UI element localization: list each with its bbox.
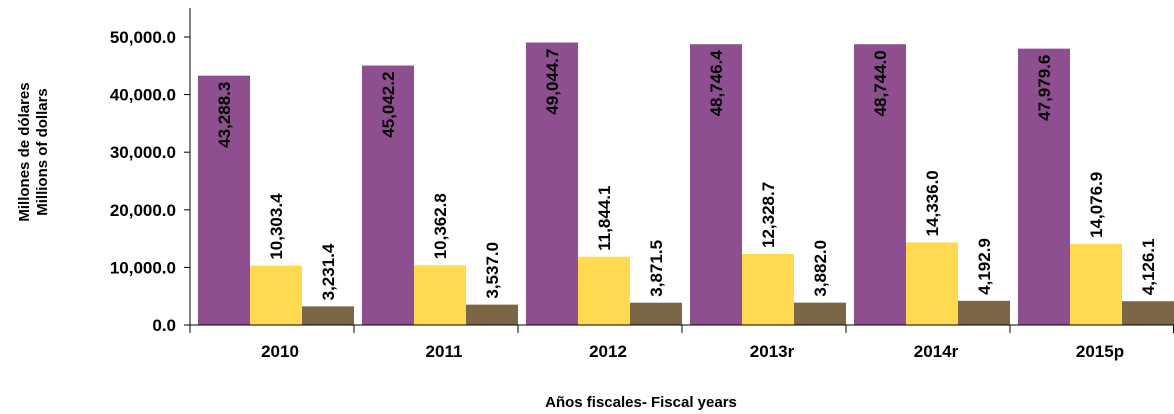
y-tick-label: 0.0 xyxy=(152,316,176,335)
value-label-2012-series-1: 49,044.7 xyxy=(543,49,562,115)
value-label-2015p-series-3: 4,126.1 xyxy=(1139,238,1158,295)
bar-2013r-series-1 xyxy=(690,44,742,326)
y-axis-ticks: 0.0 10,000.0 20,000.0 30,000.0 40,000.0 50,00… xyxy=(110,28,176,335)
bar-2013r-series-2 xyxy=(742,253,794,325)
y-axis-title: Millones de dólares Millions of dollars xyxy=(16,82,51,221)
bar-2010-series-1 xyxy=(198,75,250,325)
bar-2010-series-3 xyxy=(302,306,354,325)
bar-2011-series-2 xyxy=(414,265,466,325)
value-label-2014r-series-1: 48,744.0 xyxy=(871,50,890,116)
y-tick-label: 40,000.0 xyxy=(110,86,176,105)
value-label-2010-series-1: 43,288.3 xyxy=(215,82,234,148)
value-label-2011-series-1: 45,042.2 xyxy=(379,72,398,138)
y-axis-title-line-1: Millones de dólares xyxy=(16,82,33,221)
value-label-2010-series-2: 10,303.4 xyxy=(267,193,286,260)
y-tick-label: 30,000.0 xyxy=(110,143,176,162)
value-label-2013r-series-3: 3,882.0 xyxy=(811,240,830,297)
value-label-2014r-series-3: 4,192.9 xyxy=(975,238,994,295)
category-label: 2010 xyxy=(261,342,299,361)
value-label-2010-series-3: 3,231.4 xyxy=(319,243,338,300)
category-label: 2012 xyxy=(589,342,627,361)
value-label-2011-series-3: 3,537.0 xyxy=(483,242,502,299)
value-label-2014r-series-2: 14,336.0 xyxy=(923,170,942,236)
value-label-2013r-series-1: 48,746.4 xyxy=(707,50,726,117)
y-tick-label: 20,000.0 xyxy=(110,201,176,220)
value-label-2015p-series-1: 47,979.6 xyxy=(1035,55,1054,121)
category-label: 2014r xyxy=(914,342,959,361)
value-label-2011-series-2: 10,362.8 xyxy=(431,193,450,259)
bar-2012-series-2 xyxy=(578,256,630,325)
bar-2012-series-1 xyxy=(526,42,578,325)
value-label-2012-series-3: 3,871.5 xyxy=(647,240,666,297)
x-axis-title: Años fiscales- Fiscal years xyxy=(545,394,737,411)
bars xyxy=(198,42,1174,326)
bar-2015p-series-2 xyxy=(1070,243,1122,325)
category-label: 2013r xyxy=(750,342,795,361)
category-labels: 2010 2011 2012 2013r 2014r 2015p xyxy=(261,342,1124,361)
bar-2011-series-1 xyxy=(362,65,414,325)
bar-2010-series-2 xyxy=(250,265,302,325)
axes xyxy=(184,8,1174,333)
value-label-2015p-series-2: 14,076.9 xyxy=(1087,172,1106,238)
value-label-2013r-series-2: 12,328.7 xyxy=(759,182,778,248)
bar-2014r-series-1 xyxy=(854,44,906,325)
y-tick-label: 10,000.0 xyxy=(110,258,176,277)
y-tick-label: 50,000.0 xyxy=(110,28,176,47)
value-labels: 43,288.3 10,303.4 3,231.4 45,042.2 10,362.8 3… xyxy=(215,49,1158,301)
bar-2014r-series-3 xyxy=(958,300,1010,325)
bar-2011-series-3 xyxy=(466,304,518,325)
bar-2015p-series-1 xyxy=(1018,48,1070,325)
bar-2015p-series-3 xyxy=(1122,301,1174,325)
value-label-2012-series-2: 11,844.1 xyxy=(595,186,614,251)
bar-2014r-series-2 xyxy=(906,242,958,325)
bar-2012-series-3 xyxy=(630,302,682,325)
y-axis-title-line-2: Millions of dollars xyxy=(34,88,51,216)
bar-2013r-series-3 xyxy=(794,302,846,325)
category-label: 2015p xyxy=(1076,342,1124,361)
category-label: 2011 xyxy=(426,342,463,361)
